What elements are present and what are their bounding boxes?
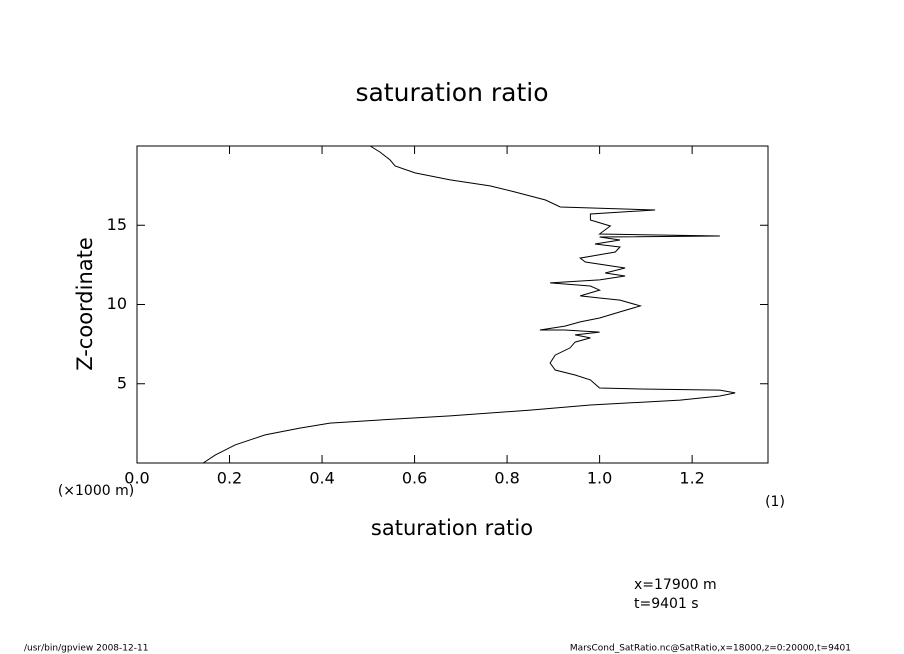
footer-right: MarsCond_SatRatio.nc@SatRatio,x=18000,z=… <box>570 644 851 654</box>
x-tick-label: 0.8 <box>494 469 519 488</box>
annotation: x=17900 m <box>634 577 717 593</box>
x-tick-label: 1.2 <box>679 469 704 488</box>
footer-left: /usr/bin/gpview 2008-12-11 <box>24 644 148 654</box>
y-tick-label: 5 <box>117 373 127 392</box>
y-axis-label: Z-coordinate <box>73 237 97 371</box>
y-axis-unit: (×1000 m) <box>58 483 134 499</box>
profile-line <box>202 145 736 464</box>
x-tick-label: 1.0 <box>587 469 612 488</box>
annotation: t=9401 s <box>634 596 699 612</box>
x-tick-label: 0.4 <box>309 469 334 488</box>
chart-title: saturation ratio <box>355 78 548 107</box>
y-tick-label: 15 <box>107 215 127 234</box>
x-tick-label: 0.6 <box>402 469 427 488</box>
x-tick-label: 0.2 <box>217 469 242 488</box>
x-tick-label: 0.0 <box>124 469 149 488</box>
y-tick-label: 10 <box>107 294 127 313</box>
x-axis-label: saturation ratio <box>371 516 533 540</box>
x-axis-unit: (1) <box>765 494 785 510</box>
